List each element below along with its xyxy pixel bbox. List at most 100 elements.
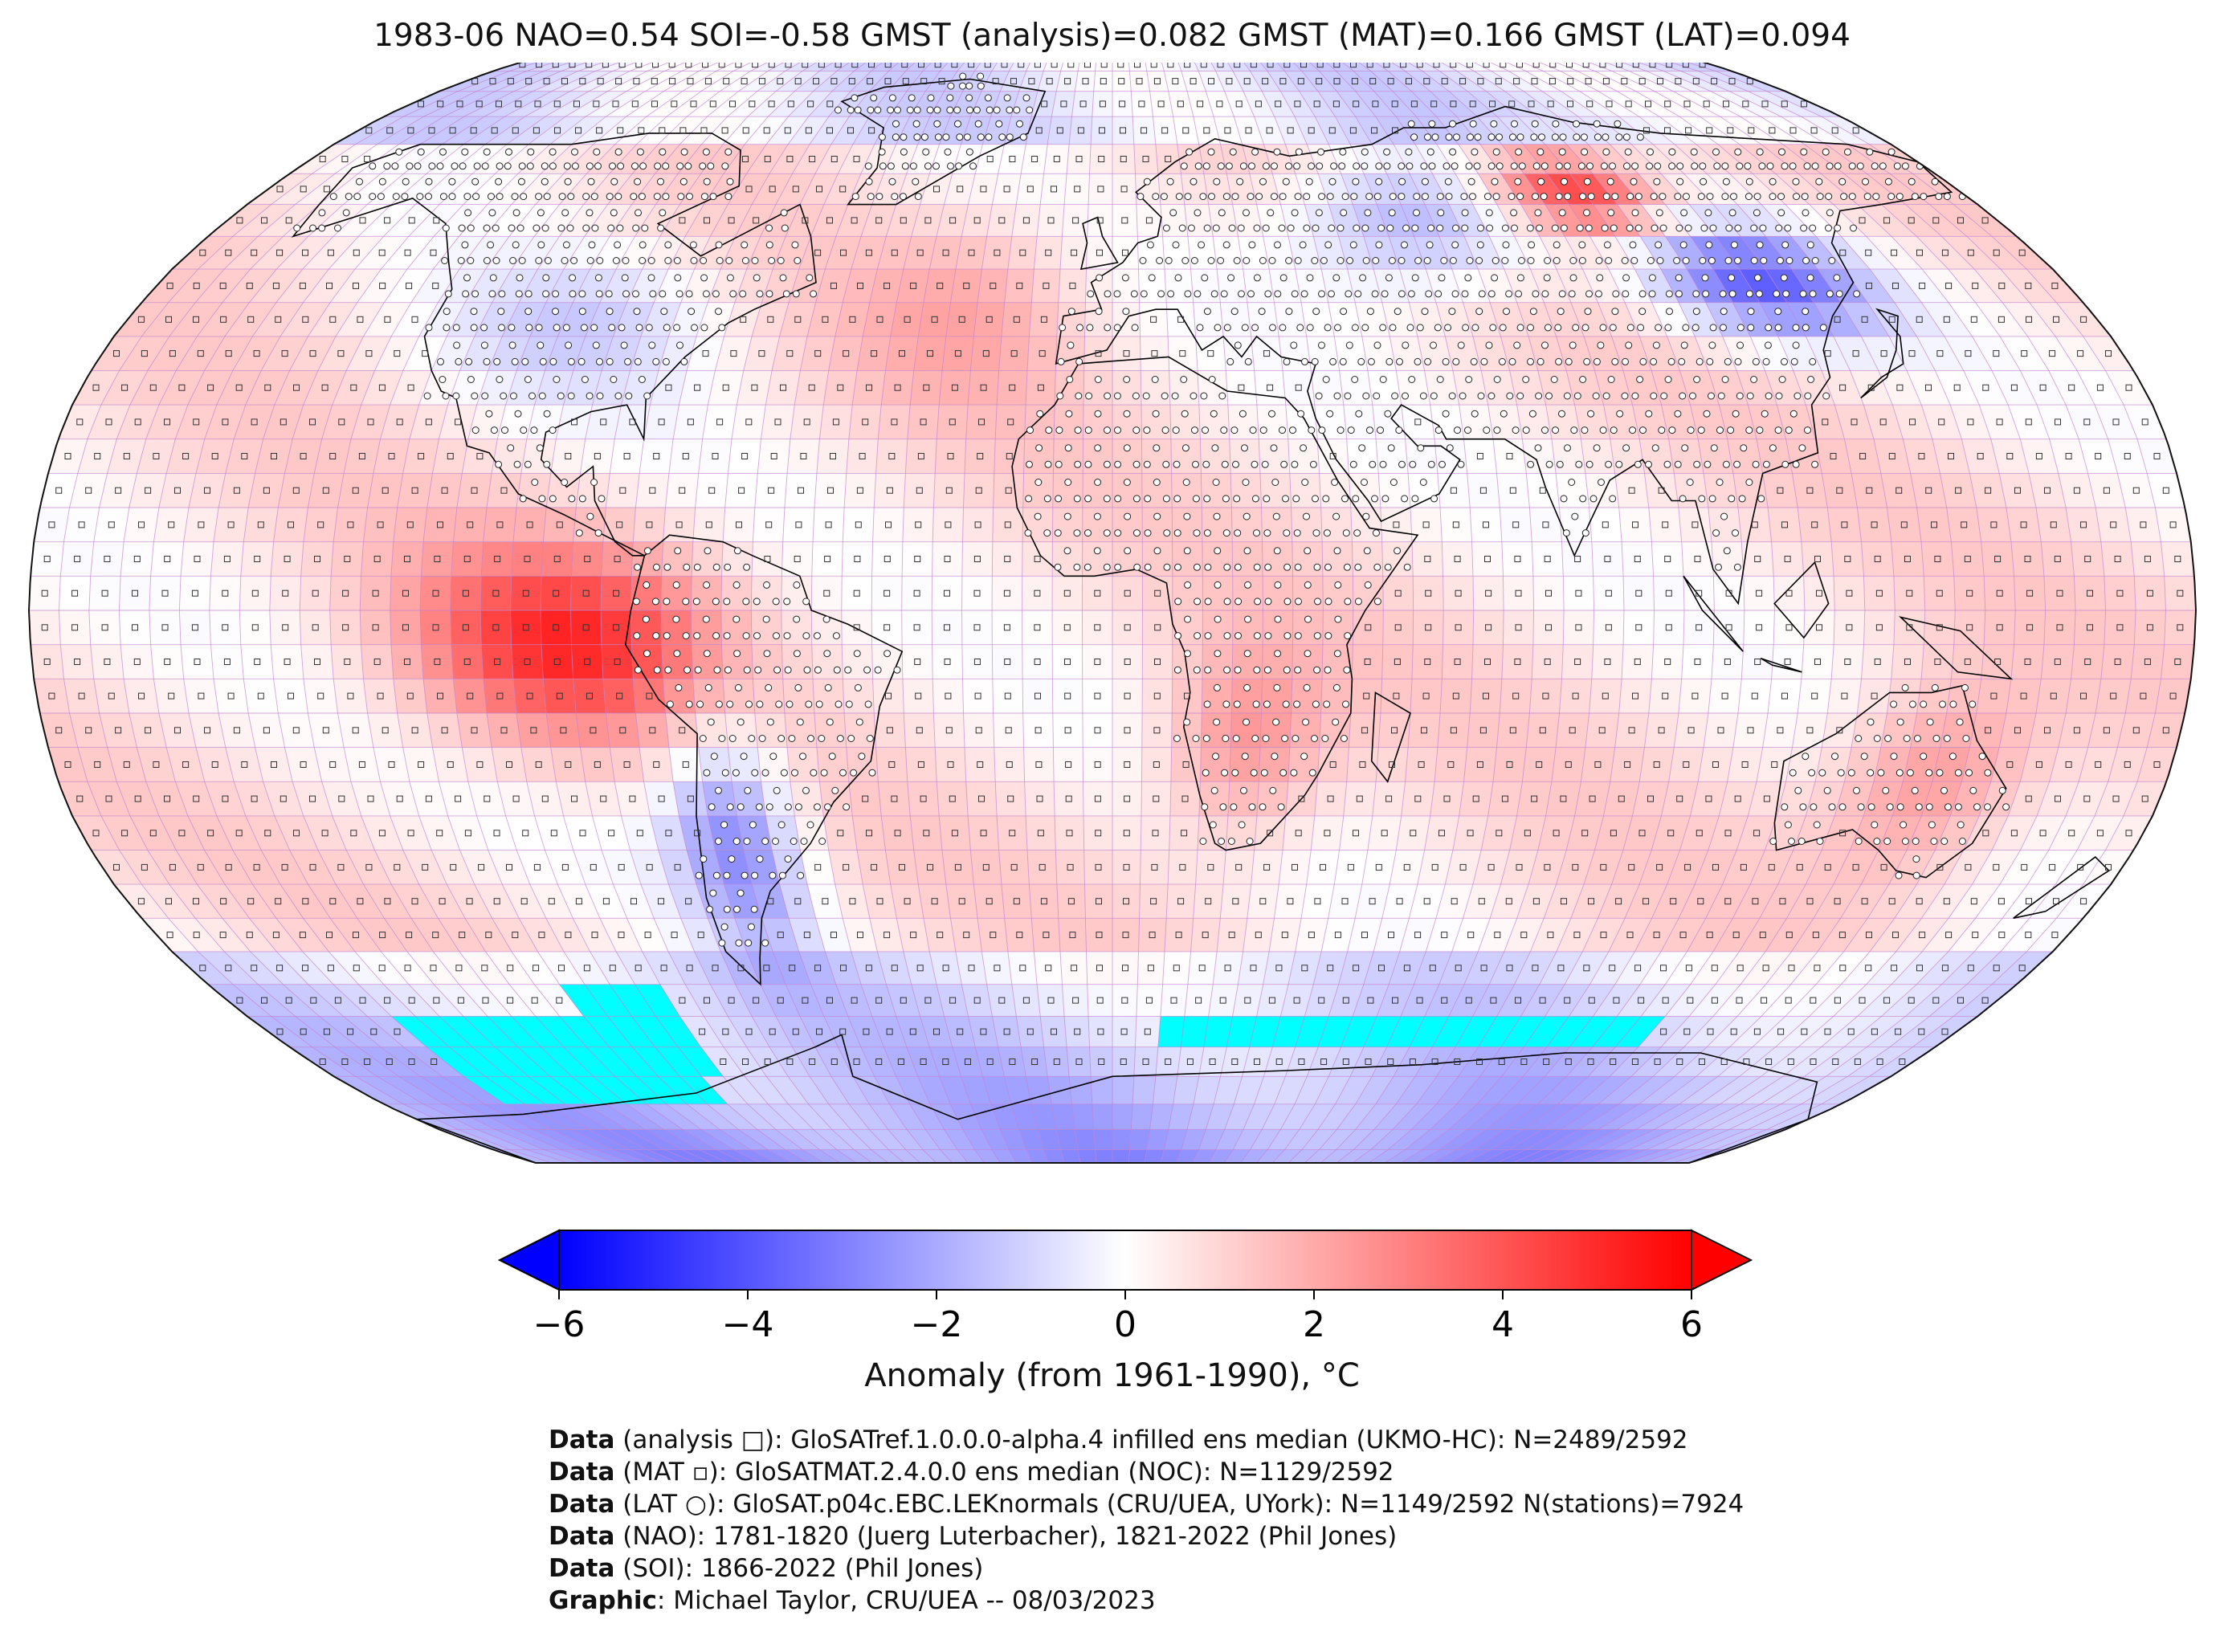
grid-cell xyxy=(1532,644,1564,679)
grid-cell xyxy=(402,438,439,474)
grid-cell xyxy=(1364,1016,1402,1047)
grid-cell xyxy=(1907,370,1951,406)
grid-cell xyxy=(647,1149,696,1163)
lat-station-marker xyxy=(1364,581,1372,589)
lat-station-marker xyxy=(1308,769,1316,777)
lat-station-marker xyxy=(1689,392,1696,400)
grid-cell xyxy=(1160,204,1188,237)
grid-cell xyxy=(1661,1016,1714,1047)
grid-cell xyxy=(1863,576,1896,610)
lat-station-marker xyxy=(483,357,491,365)
lat-station-marker xyxy=(1984,769,1992,777)
grid-cell xyxy=(1679,1076,1740,1104)
lat-station-marker xyxy=(467,376,475,383)
lat-station-marker xyxy=(651,598,659,606)
grid-cell xyxy=(1083,850,1112,885)
grid-cell xyxy=(699,1149,745,1163)
grid-cell xyxy=(1861,336,1908,371)
lat-station-marker xyxy=(1213,683,1221,691)
grid-cell xyxy=(1082,473,1112,508)
grid-cell xyxy=(907,405,940,439)
lat-station-marker xyxy=(1679,495,1687,503)
lat-station-marker xyxy=(1153,444,1161,452)
lat-station-marker xyxy=(1912,871,1920,879)
lat-station-marker xyxy=(508,324,516,332)
grid-cell xyxy=(409,781,448,816)
grid-cell xyxy=(1921,541,1954,577)
grid-cell xyxy=(2131,541,2165,577)
lat-station-marker xyxy=(1094,444,1102,452)
grid-cell xyxy=(1064,173,1090,205)
lat-station-marker xyxy=(1233,700,1241,708)
grid-cell xyxy=(602,679,636,713)
grid-cell xyxy=(418,815,460,850)
grid-cell xyxy=(1416,1149,1457,1163)
grid-cell xyxy=(1611,1129,1674,1150)
grid-cell xyxy=(1328,984,1364,1017)
grid-cell xyxy=(527,1149,584,1163)
grid-cell xyxy=(1696,1046,1753,1077)
grid-cell xyxy=(384,918,434,952)
grid-cell xyxy=(1372,781,1406,816)
grid-cell xyxy=(1053,438,1083,474)
grid-cell xyxy=(933,713,965,748)
grid-cell xyxy=(1625,1149,1681,1163)
grid-cell xyxy=(471,1046,528,1077)
grid-cell xyxy=(606,473,640,508)
lat-station-marker xyxy=(653,666,661,674)
grid-cell xyxy=(1082,541,1112,577)
grid-cell xyxy=(1378,473,1410,508)
lat-station-marker xyxy=(1143,426,1151,434)
grid-cell xyxy=(1405,1129,1450,1150)
grid-cell xyxy=(952,1046,983,1077)
grid-cell xyxy=(1689,984,1741,1017)
lat-station-marker xyxy=(1562,529,1570,537)
lat-station-marker xyxy=(666,700,674,708)
grid-cell xyxy=(728,747,761,782)
lat-station-marker xyxy=(723,632,731,640)
grid-cell xyxy=(784,473,817,508)
grid-cell xyxy=(336,302,385,337)
grid-cell xyxy=(492,918,538,952)
grid-cell xyxy=(1031,269,1060,303)
grid-cell xyxy=(2066,679,2101,713)
grid-cell xyxy=(962,508,994,542)
grid-cell xyxy=(1023,438,1055,474)
grid-cell xyxy=(963,473,994,508)
lat-station-marker xyxy=(1949,700,1957,708)
grid-cell xyxy=(1172,610,1203,645)
grid-cell xyxy=(1713,610,1745,645)
lat-station-marker xyxy=(1765,324,1773,332)
grid-cell xyxy=(1052,679,1083,713)
lat-station-marker xyxy=(1926,718,1934,726)
grid-cell xyxy=(1661,918,1706,952)
lat-station-marker xyxy=(470,324,478,332)
grid-cell xyxy=(415,1016,472,1047)
grid-cell xyxy=(69,473,108,508)
lat-station-marker xyxy=(1708,495,1716,503)
lat-station-marker xyxy=(1615,460,1623,468)
lat-station-marker xyxy=(712,598,720,606)
lat-station-marker xyxy=(1769,838,1777,845)
grid-cell xyxy=(488,850,530,885)
lat-station-marker xyxy=(519,495,527,503)
lat-station-marker xyxy=(831,786,839,794)
grid-cell xyxy=(768,1103,814,1130)
lat-station-marker xyxy=(1279,426,1286,434)
grid-cell xyxy=(607,1129,665,1150)
grid-cell xyxy=(363,302,411,337)
lat-station-marker xyxy=(1253,666,1261,674)
grid-cell xyxy=(1622,815,1662,850)
grid-cell xyxy=(584,984,632,1017)
grid-cell xyxy=(636,1076,688,1104)
grid-cell xyxy=(292,405,333,439)
grid-cell xyxy=(153,679,189,713)
grid-cell xyxy=(1999,713,2036,748)
lat-station-marker xyxy=(1322,495,1330,503)
grid-cell xyxy=(679,1016,724,1047)
lat-station-marker xyxy=(1220,426,1228,434)
lat-station-marker xyxy=(1035,444,1043,452)
lat-station-marker xyxy=(786,700,794,708)
grid-cell xyxy=(1757,747,1793,782)
grid-cell xyxy=(453,679,487,713)
